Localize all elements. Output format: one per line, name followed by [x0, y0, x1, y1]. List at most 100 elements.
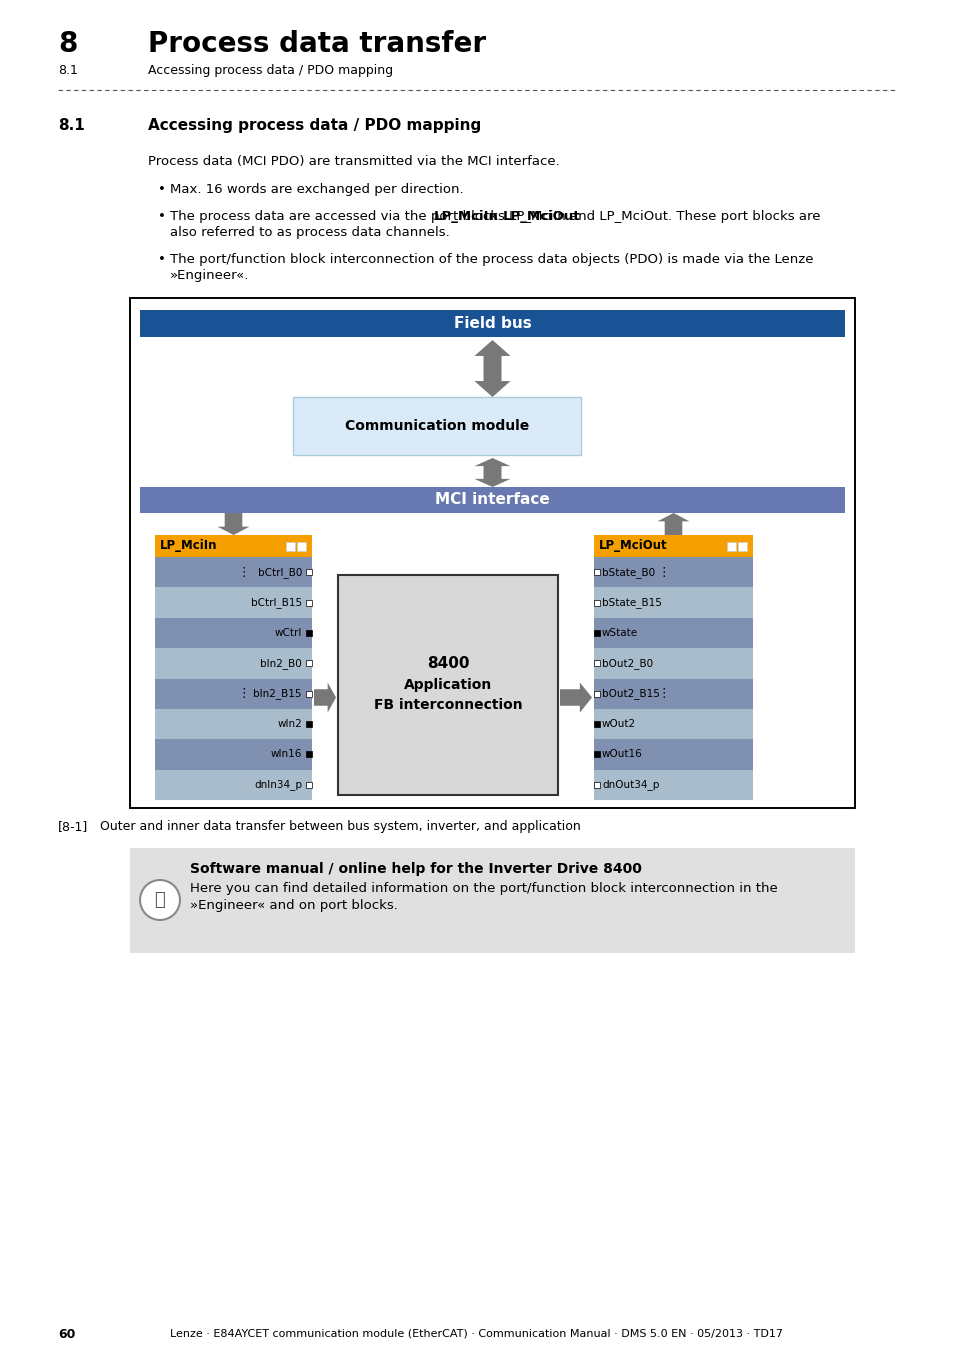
- Text: 8.1: 8.1: [58, 63, 78, 77]
- Text: dnIn34_p: dnIn34_p: [253, 779, 302, 790]
- Text: »Engineer« and on port blocks.: »Engineer« and on port blocks.: [190, 899, 397, 913]
- Text: MCI interface: MCI interface: [435, 493, 549, 508]
- Bar: [154, 709, 312, 740]
- Bar: [594, 782, 599, 788]
- Bar: [154, 587, 312, 618]
- Text: wOut16: wOut16: [601, 749, 642, 760]
- Bar: [154, 740, 312, 770]
- Text: bCtrl_B15: bCtrl_B15: [251, 597, 302, 608]
- Bar: [154, 618, 312, 648]
- Polygon shape: [657, 513, 689, 535]
- Bar: [306, 691, 312, 697]
- Bar: [594, 570, 599, 575]
- Text: 8400: 8400: [426, 656, 469, 671]
- Text: bIn2_B15: bIn2_B15: [253, 688, 302, 699]
- Bar: [594, 618, 752, 648]
- Text: Process data transfer: Process data transfer: [148, 30, 486, 58]
- Bar: [306, 570, 312, 575]
- Bar: [140, 310, 844, 338]
- Text: LP_MciIn: LP_MciIn: [160, 540, 217, 552]
- Bar: [306, 660, 312, 667]
- Bar: [594, 721, 599, 728]
- Text: ⋮: ⋮: [657, 566, 669, 579]
- Text: wCtrl: wCtrl: [274, 628, 302, 639]
- Text: »Engineer«.: »Engineer«.: [170, 269, 249, 282]
- Bar: [594, 558, 752, 587]
- Text: Communication module: Communication module: [345, 418, 529, 433]
- Bar: [594, 587, 752, 618]
- Bar: [738, 541, 746, 551]
- Bar: [594, 740, 752, 770]
- Bar: [306, 721, 312, 728]
- Text: Accessing process data / PDO mapping: Accessing process data / PDO mapping: [148, 63, 393, 77]
- Text: wIn2: wIn2: [277, 720, 302, 729]
- Text: The process data are accessed via the port blocks LP_MciIn and LP_MciOut. These : The process data are accessed via the po…: [170, 211, 820, 223]
- Polygon shape: [314, 683, 335, 713]
- Text: bCtrl_B0: bCtrl_B0: [257, 567, 302, 578]
- Text: 8: 8: [58, 30, 77, 58]
- Bar: [296, 541, 306, 551]
- Text: The port/function block interconnection of the process data objects (PDO) is mad: The port/function block interconnection …: [170, 252, 813, 266]
- Text: Application: Application: [403, 678, 492, 693]
- Text: bState_B0: bState_B0: [601, 567, 655, 578]
- Bar: [594, 630, 599, 636]
- Bar: [594, 769, 752, 801]
- Text: Outer and inner data transfer between bus system, inverter, and application: Outer and inner data transfer between bu…: [100, 819, 580, 833]
- Polygon shape: [217, 513, 250, 535]
- Bar: [140, 487, 844, 513]
- Text: ⋮: ⋮: [237, 687, 250, 701]
- Bar: [286, 541, 294, 551]
- Text: Accessing process data / PDO mapping: Accessing process data / PDO mapping: [148, 117, 480, 134]
- Bar: [293, 397, 580, 455]
- Bar: [154, 535, 312, 558]
- Polygon shape: [474, 340, 510, 397]
- Text: bState_B15: bState_B15: [601, 597, 661, 608]
- Text: also referred to as process data channels.: also referred to as process data channel…: [170, 225, 449, 239]
- Bar: [594, 660, 599, 667]
- Text: Max. 16 words are exchanged per direction.: Max. 16 words are exchanged per directio…: [170, 184, 463, 196]
- Polygon shape: [474, 458, 510, 487]
- Bar: [130, 298, 854, 809]
- Bar: [726, 541, 735, 551]
- Text: LP_MciOut: LP_MciOut: [502, 211, 579, 223]
- Bar: [154, 769, 312, 801]
- Bar: [337, 575, 558, 795]
- Text: •: •: [158, 211, 166, 223]
- Bar: [306, 782, 312, 788]
- Text: wOut2: wOut2: [601, 720, 636, 729]
- Text: Here you can find detailed information on the port/function block interconnectio: Here you can find detailed information o…: [190, 882, 777, 895]
- Bar: [130, 848, 854, 953]
- Text: ⋮: ⋮: [237, 566, 250, 579]
- Text: ⋮: ⋮: [657, 687, 669, 701]
- Text: LP_MciIn: LP_MciIn: [434, 211, 498, 223]
- Bar: [594, 535, 752, 558]
- Bar: [594, 752, 599, 757]
- Text: bOut2_B15: bOut2_B15: [601, 688, 659, 699]
- Bar: [154, 558, 312, 587]
- Bar: [306, 752, 312, 757]
- Bar: [594, 709, 752, 740]
- Bar: [154, 679, 312, 709]
- Text: Lenze · E84AYCET communication module (EtherCAT) · Communication Manual · DMS 5.: Lenze · E84AYCET communication module (E…: [171, 1328, 782, 1338]
- Text: FB interconnection: FB interconnection: [374, 698, 521, 711]
- Text: •: •: [158, 184, 166, 196]
- Text: dnOut34_p: dnOut34_p: [601, 779, 659, 790]
- Text: [8-1]: [8-1]: [58, 819, 89, 833]
- Bar: [594, 599, 599, 606]
- Bar: [594, 679, 752, 709]
- Text: bOut2_B0: bOut2_B0: [601, 657, 653, 668]
- Bar: [594, 648, 752, 679]
- Text: 📖: 📖: [154, 891, 165, 909]
- Text: •: •: [158, 252, 166, 266]
- Bar: [154, 648, 312, 679]
- Bar: [130, 298, 854, 809]
- Text: Software manual / online help for the Inverter Drive 8400: Software manual / online help for the In…: [190, 863, 641, 876]
- Text: LP_MciOut: LP_MciOut: [598, 540, 667, 552]
- Text: 60: 60: [58, 1328, 75, 1341]
- Circle shape: [140, 880, 180, 919]
- Text: 8.1: 8.1: [58, 117, 85, 134]
- Text: wIn16: wIn16: [271, 749, 302, 760]
- Bar: [306, 630, 312, 636]
- Text: Field bus: Field bus: [453, 316, 531, 331]
- Text: bIn2_B0: bIn2_B0: [260, 657, 302, 668]
